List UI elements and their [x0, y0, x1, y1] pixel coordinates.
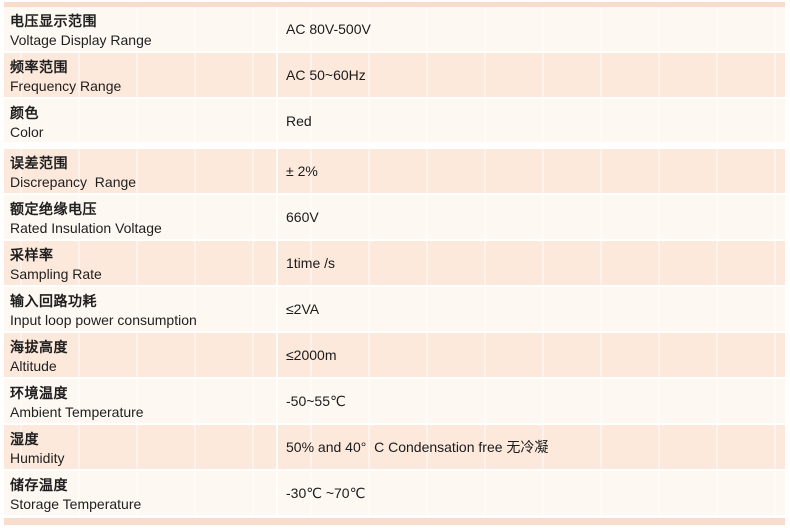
spec-label-zh: 湿度	[10, 431, 39, 447]
spec-row: 颜色 Color Red	[4, 99, 785, 149]
spec-value-cell: Red	[278, 99, 785, 142]
spec-label-cell: 采样率 Sampling Rate	[4, 241, 278, 285]
spec-row: 电压显示范围 Voltage Display Range AC 80V-500V	[4, 7, 785, 53]
spec-row: 采样率 Sampling Rate 1time /s	[4, 241, 785, 287]
spec-rows: 电压显示范围 Voltage Display Range AC 80V-500V…	[4, 7, 785, 517]
spec-label-en: Voltage Display Range	[10, 32, 152, 48]
spec-label-en: Color	[10, 124, 44, 140]
spec-label-cell: 频率范围 Frequency Range	[4, 53, 278, 97]
spec-label-cell: 电压显示范围 Voltage Display Range	[4, 7, 278, 51]
spec-label-cell: 额定绝缘电压 Rated Insulation Voltage	[4, 195, 278, 239]
spec-row: 频率范围 Frequency Range AC 50~60Hz	[4, 53, 785, 99]
spec-value-cell: AC 50~60Hz	[278, 53, 785, 97]
spec-label-cell: 海拔高度 Altitude	[4, 333, 278, 377]
spec-value: ≤2VA	[286, 301, 320, 317]
spec-label-zh: 频率范围	[10, 59, 68, 75]
spec-value: -50~55℃	[286, 392, 346, 409]
spec-label-cell: 储存温度 Storage Temperature	[4, 471, 278, 515]
spec-label-zh: 误差范围	[10, 155, 68, 171]
spec-label-cell: 误差范围 Discrepancy Range	[4, 149, 278, 193]
spec-label-zh: 额定绝缘电压	[10, 201, 97, 217]
spec-label-zh: 电压显示范围	[10, 13, 97, 29]
spec-label-cell: 颜色 Color	[4, 99, 278, 142]
spec-row: 输入回路功耗 Input loop power consumption ≤2VA	[4, 287, 785, 333]
spec-value: -30℃ ~70℃	[286, 484, 366, 501]
spec-label-zh: 输入回路功耗	[10, 293, 97, 309]
bottom-border-strip	[4, 518, 785, 525]
spec-label-cell: 环境温度 Ambient Temperature	[4, 379, 278, 423]
spec-label-en: Input loop power consumption	[10, 312, 197, 328]
spec-value: AC 50~60Hz	[286, 67, 366, 83]
spec-label-zh: 海拔高度	[10, 339, 68, 355]
spec-value-cell: ≤2000m	[278, 333, 785, 377]
spec-label-zh: 环境温度	[10, 385, 68, 401]
spec-label-en: Storage Temperature	[10, 496, 142, 512]
spec-row: 误差范围 Discrepancy Range ± 2%	[4, 149, 785, 195]
spec-label-en: Frequency Range	[10, 78, 122, 94]
spec-table: 电压显示范围 Voltage Display Range AC 80V-500V…	[4, 2, 785, 525]
spec-label-en: Sampling Rate	[10, 266, 102, 282]
spec-value-cell: -50~55℃	[278, 379, 785, 423]
spec-value: 660V	[286, 209, 319, 225]
spec-row: 湿度 Humidity 50% and 40° C Condensation f…	[4, 425, 785, 471]
spec-row: 环境温度 Ambient Temperature -50~55℃	[4, 379, 785, 425]
spec-label-cell: 湿度 Humidity	[4, 425, 278, 469]
spec-value-cell: AC 80V-500V	[278, 7, 785, 51]
spec-row: 额定绝缘电压 Rated Insulation Voltage 660V	[4, 195, 785, 241]
spec-value: AC 80V-500V	[286, 21, 371, 37]
spec-label-en: Humidity	[10, 450, 65, 466]
spec-value-cell: 660V	[278, 195, 785, 239]
spec-value: Red	[286, 112, 312, 129]
spec-label-cell: 输入回路功耗 Input loop power consumption	[4, 287, 278, 331]
spec-label-en: Discrepancy Range	[10, 174, 137, 190]
spec-value-cell: ± 2%	[278, 149, 785, 193]
spec-label-en: Altitude	[10, 358, 57, 374]
spec-label-en: Ambient Temperature	[10, 404, 144, 420]
spec-label-zh: 颜色	[10, 105, 39, 121]
spec-value-cell: 50% and 40° C Condensation free 无冷凝	[278, 425, 785, 469]
spec-label-zh: 储存温度	[10, 477, 68, 493]
spec-value: 50% and 40° C Condensation free 无冷凝	[286, 439, 549, 455]
spec-value-cell: ≤2VA	[278, 287, 785, 331]
spec-row: 海拔高度 Altitude ≤2000m	[4, 333, 785, 379]
spec-value-cell: -30℃ ~70℃	[278, 471, 785, 515]
spec-value: ± 2%	[286, 163, 318, 179]
spec-value-cell: 1time /s	[278, 241, 785, 285]
spec-label-en: Rated Insulation Voltage	[10, 220, 162, 236]
top-border-strip	[4, 2, 785, 7]
spec-value: 1time /s	[286, 255, 336, 271]
spec-row: 储存温度 Storage Temperature -30℃ ~70℃	[4, 471, 785, 517]
spec-label-zh: 采样率	[10, 247, 54, 263]
spec-value: ≤2000m	[286, 347, 337, 363]
